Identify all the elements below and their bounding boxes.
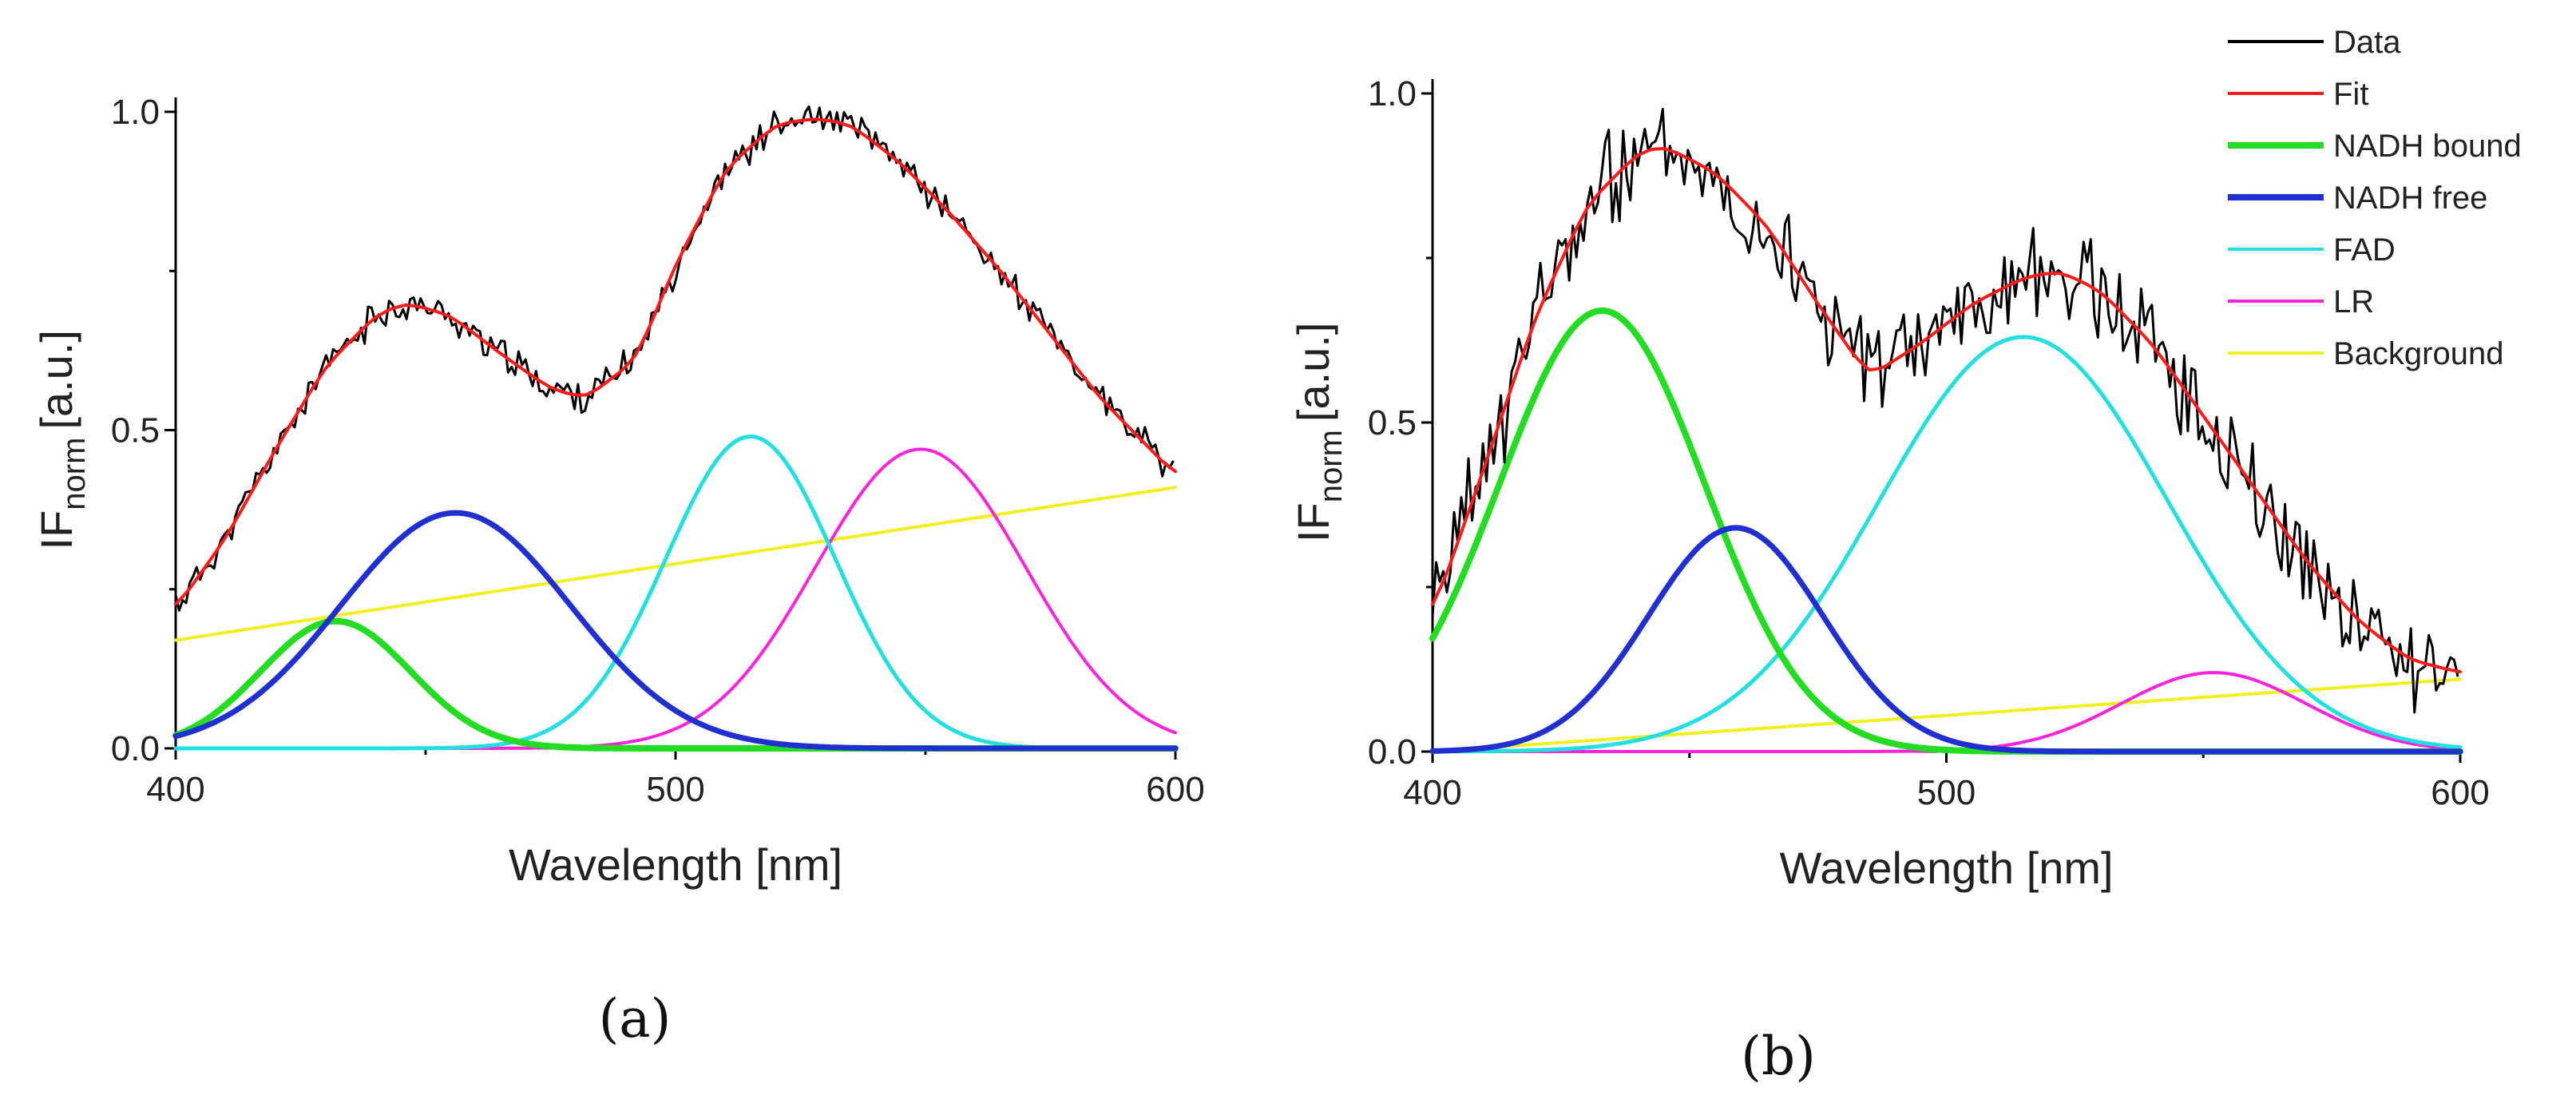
- panel-a-chart: 400 500 600 0.0 0.5 1.0 Wavelength [nm] IFnorm […: [31, 93, 1205, 890]
- panel-a-x-axis-title: Wavelength [nm]: [509, 839, 842, 890]
- panel-a-series-fad: [173, 434, 1178, 751]
- panel-a-series-background: [174, 486, 1177, 642]
- panel-b-series-data: [1431, 108, 2459, 714]
- panel-a-series-fit: [174, 117, 1177, 606]
- panel-a-x-tick-label: 400: [146, 770, 204, 809]
- panel-b-y-axis-title-units: [a.u.]: [1288, 323, 1338, 423]
- panel-b-series-nadh-free: [1429, 525, 2463, 755]
- legend-label-fad: FAD: [2333, 232, 2396, 268]
- panel-b-x-axis-title: Wavelength [nm]: [1779, 843, 2113, 893]
- panel-a-y-tick-label: 0.0: [111, 729, 160, 768]
- panel-b-label: (b): [1741, 1026, 1816, 1087]
- legend-label-background: Background: [2333, 336, 2503, 371]
- panel-a-y-axis-title-sub: norm: [57, 438, 92, 510]
- panel-b-x-tick-label: 500: [1917, 773, 1976, 812]
- legend-label-lr: LR: [2333, 284, 2374, 319]
- panel-b-series-fit: [1431, 147, 2462, 674]
- legend-label-fit: Fit: [2333, 77, 2368, 112]
- legend-label-nadh-free: NADH free: [2333, 181, 2487, 216]
- panel-a-y-tick-label: 0.5: [111, 411, 160, 450]
- panel-b-y-axis-title-sub: norm: [1314, 430, 1349, 502]
- panel-a-x-tick-label: 600: [1146, 770, 1204, 809]
- panel-a-label: (a): [599, 988, 672, 1049]
- panel-a-y-tick-label: 1.0: [111, 93, 160, 132]
- panel-a-y-axis-title-units: [a.u.]: [31, 330, 81, 430]
- panel-a-series-lr: [174, 447, 1177, 750]
- panel-b-series-fad: [1430, 335, 2463, 754]
- panel-a-y-axis-title: IFnorm [a.u.]: [31, 330, 92, 550]
- panel-b-y-tick-label: 0.5: [1368, 403, 1417, 442]
- panel-b-x-tick-label: 400: [1403, 773, 1461, 812]
- panel-b-y-tick-label: 1.0: [1368, 74, 1417, 113]
- panel-b-y-axis-title: IFnorm [a.u.]: [1288, 323, 1349, 542]
- legend-label-nadh-bound: NADH bound: [2333, 129, 2522, 164]
- panel-b-y-tick-label: 0.0: [1368, 732, 1417, 772]
- legend: Data Fit NADH bound NADH free FAD LR Backgroun…: [2228, 25, 2522, 371]
- panel-a-series-nadh-free: [172, 510, 1179, 752]
- panel-b-chart: 400 500 600 0.0 0.5 1.0 Wavelength [nm] IFnorm […: [1288, 74, 2490, 893]
- panel-a-x-tick-label: 500: [646, 770, 704, 809]
- panel-b-series-background: [1431, 677, 2462, 753]
- panel-b-y-axis-title-main: IF: [1288, 502, 1338, 542]
- panel-b-x-tick-label: 600: [2431, 773, 2489, 812]
- panel-a-series-data: [174, 105, 1175, 612]
- panel-a-y-axis-title-main: IF: [31, 510, 81, 550]
- legend-label-data: Data: [2333, 25, 2401, 60]
